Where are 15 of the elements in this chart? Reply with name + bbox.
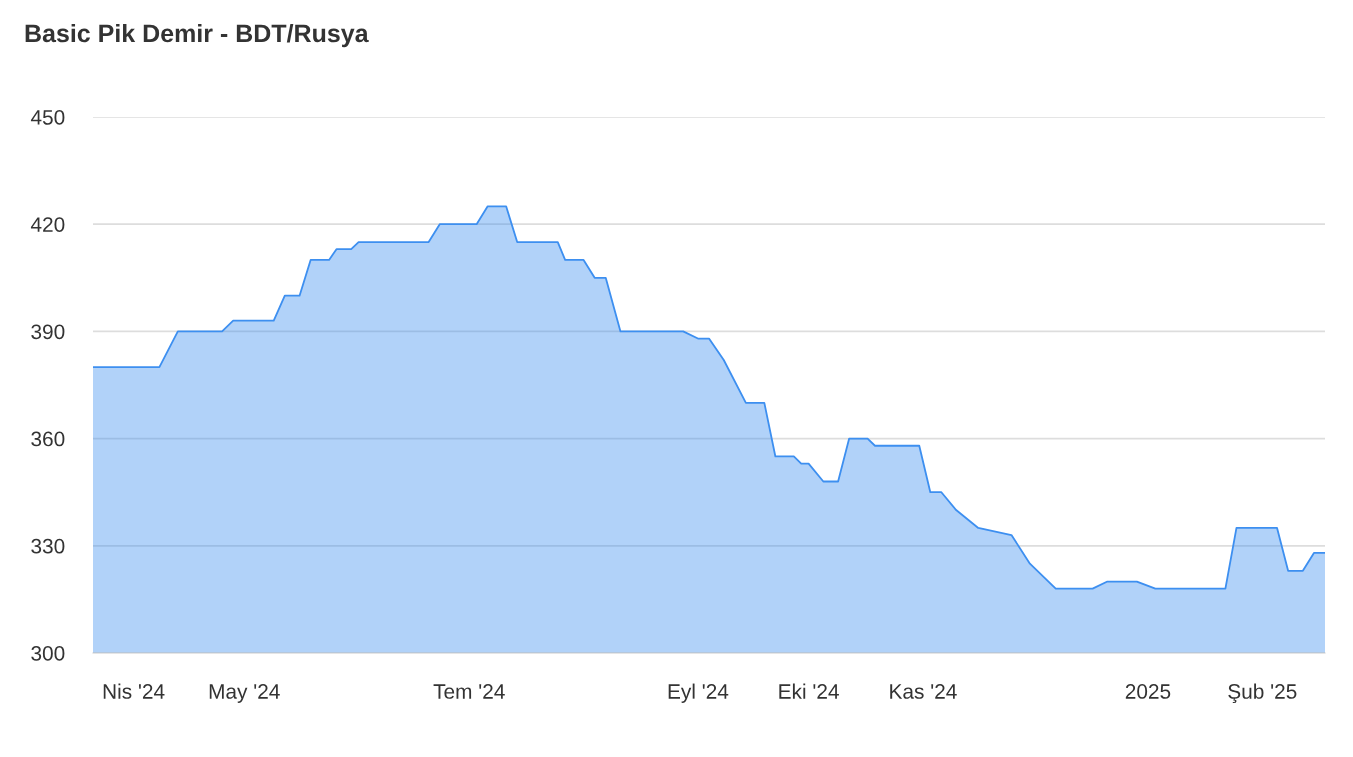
chart-title: Basic Pik Demir - BDT/Rusya: [25, 23, 369, 48]
x-tick-label: Eki '24: [779, 683, 839, 699]
y-tick-label: 450: [30, 110, 65, 125]
y-tick-label: 360: [31, 431, 65, 447]
x-tick-label: Tem '24: [433, 684, 505, 699]
x-tick-label: Şub '25: [1228, 683, 1297, 704]
y-tick-label: 390: [31, 324, 65, 340]
x-tick-label: Kas '24: [890, 684, 957, 699]
x-tick-label: Eyl '24: [668, 683, 729, 703]
x-tick-label: May '24: [209, 684, 280, 703]
y-tick-label: 420: [30, 217, 65, 232]
x-tick-label: 2025: [1125, 684, 1171, 699]
y-tick-label: 330: [31, 538, 65, 554]
x-tick-label: Nis '24: [103, 683, 165, 699]
y-tick-label: 300: [31, 646, 65, 661]
